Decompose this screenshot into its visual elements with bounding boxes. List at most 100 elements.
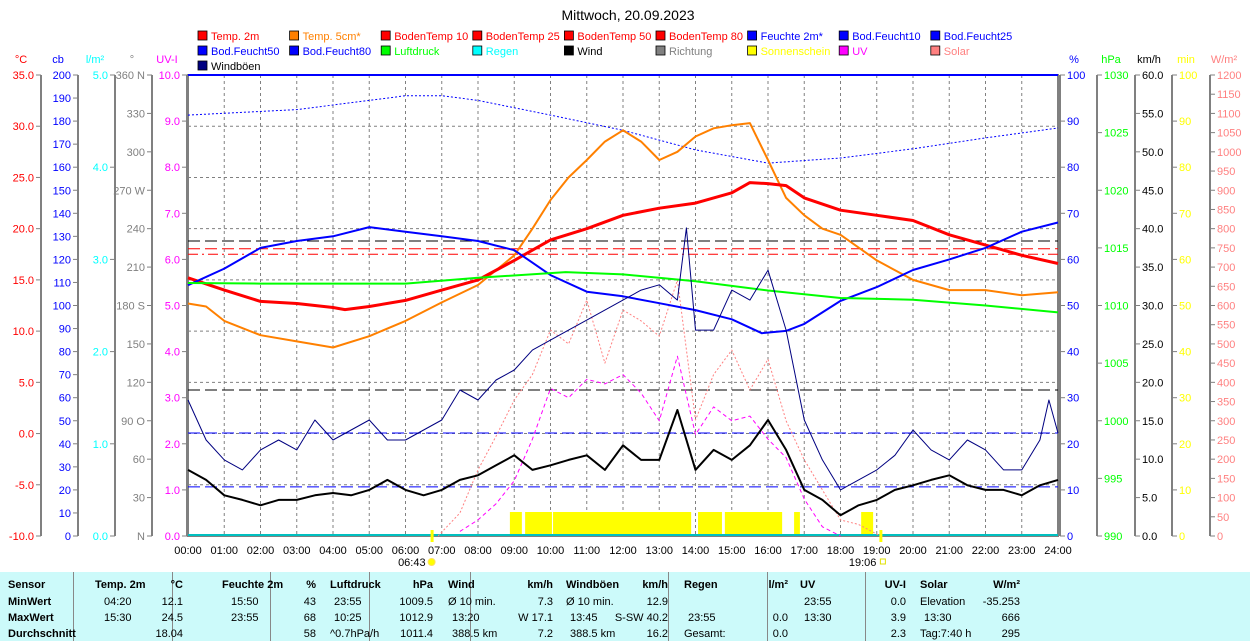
sun-icon — [427, 558, 436, 566]
axis-tick-label: 1.0 — [93, 439, 108, 451]
legend-swatch — [380, 45, 391, 56]
axis-unit-label: km/h — [1137, 54, 1161, 66]
sunrise-marker — [430, 530, 434, 542]
stats-cell-value: 0.0 — [772, 612, 788, 624]
axis-tick-label: 10.0 — [13, 326, 34, 338]
stats-cell-value: 1009.5 — [399, 596, 433, 608]
column-separator — [73, 572, 74, 641]
x-tick-label: 03:00 — [283, 545, 311, 557]
axis-tick-label: 50.0 — [1142, 147, 1163, 159]
axis-tick-label: 50 — [1217, 512, 1229, 524]
axis-tick-label: 950 — [1217, 166, 1235, 178]
axis-tick-label: 10 — [1067, 485, 1079, 497]
axis-tick-label: 330 — [127, 108, 145, 120]
chart-title: Mittwoch, 20.09.2023 — [561, 7, 694, 23]
axis-tick-label: 70 — [1179, 208, 1191, 220]
stats-cell-time: 13:30 — [804, 612, 832, 624]
x-tick-label: 01:00 — [210, 545, 238, 557]
stats-cell-time: Tag:7:40 h — [920, 628, 972, 640]
stats-cell-value: 295 — [1001, 628, 1020, 640]
grid — [187, 75, 1059, 536]
axis-tick-label: 20.0 — [1142, 377, 1163, 389]
column-separator — [767, 572, 768, 641]
stats-cell-time: 23:55 — [334, 596, 362, 608]
series-bod-feucht50 — [187, 95, 1059, 164]
stats-header: Feuchte 2m — [222, 579, 284, 591]
axis-tick-label: 1000 — [1104, 416, 1128, 428]
stats-cell-value: 16.2 — [646, 628, 668, 640]
weather-chart: Mittwoch, 20.09.2023 Temp. 2m Temp. 5cm* B… — [9, 7, 1242, 569]
x-tick-label: 16:00 — [754, 545, 782, 557]
axis-tick-label: 30 — [1179, 393, 1191, 405]
axis-tick-label: 1100 — [1217, 108, 1241, 120]
stats-cell-value: 18.04 — [155, 628, 183, 640]
axis-tick-label: 10 — [1179, 485, 1191, 497]
column-separator — [470, 572, 471, 641]
axis-tick-label: 1200 — [1217, 70, 1241, 82]
legend-label: Temp. 5cm* — [303, 31, 362, 43]
axis-tick-label: 30 — [133, 493, 145, 505]
axis-tick-label: 1015 — [1104, 243, 1128, 255]
x-tick-label: 20:00 — [899, 545, 927, 557]
legend-label: BodenTemp 10 — [394, 31, 468, 43]
axis-tick-label: 130 — [53, 231, 71, 243]
axis-tick-label: 20 — [59, 485, 71, 497]
axis-tick-label: 150 — [53, 185, 71, 197]
axis-tick-label: 60 — [1067, 254, 1079, 266]
axis-tick-label: 1025 — [1104, 128, 1128, 140]
axis-tick-label: 60 — [59, 393, 71, 405]
sunset-time: 19:06 — [849, 557, 877, 569]
axis-tick-label: 150 — [127, 339, 145, 351]
legend-label: Temp. 2m — [211, 31, 259, 43]
axis-tick-label: 250 — [1217, 435, 1235, 447]
series-temp-2m — [187, 181, 1059, 312]
legend-swatch — [197, 60, 208, 71]
axis-tick-label: 35.0 — [13, 70, 34, 82]
axis-tick-label: 0 — [65, 531, 71, 543]
axis-tick-label: 100 — [53, 301, 71, 313]
stats-cell-time: 15:30 — [104, 612, 132, 624]
axis-tick-label: 25.0 — [1142, 339, 1163, 351]
axis-tick-label: 35.0 — [1142, 262, 1163, 274]
legend-label: BodenTemp 50 — [577, 31, 651, 43]
legend-label: Sonnenschein — [761, 46, 831, 58]
axis-tick-label: 60.0 — [1142, 70, 1163, 82]
legend-swatch — [838, 45, 849, 56]
legend-label: Windböen — [211, 61, 261, 73]
axis-tick-label: 7.0 — [165, 208, 180, 220]
axis-tick-label: 5.0 — [93, 70, 108, 82]
stats-cell-time: Ø 10 min. — [566, 596, 614, 608]
axis-tick-label: 1150 — [1217, 89, 1241, 101]
series-uv — [459, 355, 841, 537]
axis-tick-label: 200 — [1217, 454, 1235, 466]
axis-tick-label: 140 — [53, 208, 71, 220]
axis-tick-label: 990 — [1104, 531, 1122, 543]
stats-header: Luftdruck — [330, 579, 381, 591]
stats-unit: km/h — [642, 579, 668, 591]
x-tick-label: 18:00 — [827, 545, 855, 557]
sunshine-bar — [794, 512, 800, 536]
axis-tick-label: 15.0 — [13, 275, 34, 287]
axis-tick-label: 400 — [1217, 377, 1235, 389]
stats-cell-value: -35.253 — [982, 596, 1020, 608]
axis-tick-label: 600 — [1217, 301, 1235, 313]
x-tick-label: 19:00 — [863, 545, 891, 557]
stats-cell-value: S-SW 40.2 — [614, 612, 668, 624]
stats-cell-value: 0.0 — [890, 596, 906, 608]
axis-tick-label: 4.0 — [165, 347, 180, 359]
axis-tick-label: -10.0 — [9, 531, 34, 543]
series-windb-en — [187, 227, 1059, 491]
axis-tick-label: 10.0 — [159, 70, 180, 82]
legend-swatch — [472, 30, 483, 41]
axis-tick-label: 10.0 — [1142, 454, 1163, 466]
axis-tick-label: 70 — [1067, 208, 1079, 220]
axis-tick-label: 50 — [59, 416, 71, 428]
axis-tick-label: 50 — [1067, 301, 1079, 313]
legend-label: Bod.Feucht80 — [303, 46, 372, 58]
stats-cell-time: 10:25 — [334, 612, 362, 624]
axis-tick-label: 180 S — [116, 301, 145, 313]
x-tick-label: 12:00 — [609, 545, 637, 557]
sunshine-bar — [525, 512, 552, 536]
x-tick-label: 06:00 — [392, 545, 420, 557]
series-feuchte-2m- — [187, 221, 1059, 335]
